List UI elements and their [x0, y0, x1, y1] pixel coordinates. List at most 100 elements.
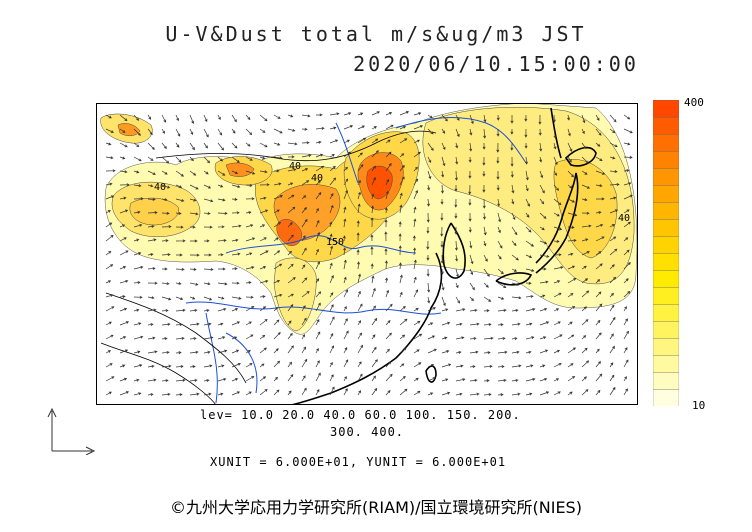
wind-vector [245, 170, 256, 175]
wind-vector [287, 277, 296, 284]
wind-vector [413, 307, 419, 312]
wind-vector [231, 296, 242, 300]
wind-vector [609, 362, 614, 368]
wind-vector [413, 125, 424, 130]
wind-vector [217, 253, 224, 257]
wind-vector [567, 156, 572, 163]
wind-vector [357, 125, 365, 130]
wind-vector [441, 114, 448, 122]
wind-vector [245, 197, 255, 201]
wind-vector [189, 378, 198, 382]
wind-vector [497, 308, 507, 312]
wind-vector [385, 139, 391, 144]
wind-vector [553, 128, 557, 139]
wind-vector [273, 209, 280, 214]
wind-vector [371, 138, 379, 144]
wind-vector [329, 221, 333, 228]
wind-vector [454, 198, 458, 208]
wind-vector [384, 207, 388, 214]
wind-vector [119, 364, 126, 368]
wind-vector [273, 128, 283, 134]
wind-vector [497, 296, 505, 300]
wind-vector [203, 364, 213, 368]
wind-vector [189, 350, 199, 354]
wind-vector [133, 170, 140, 174]
wind-vector [287, 345, 294, 354]
wind-vector [189, 253, 200, 257]
wind-vector [371, 126, 378, 130]
wind-vector [245, 252, 253, 256]
wind-vector [105, 306, 115, 312]
wind-vector [203, 392, 212, 396]
wind-vector [204, 253, 212, 257]
wind-vector [525, 170, 529, 181]
wind-vector [357, 320, 361, 326]
wind-vector [161, 142, 167, 149]
wind-vector [497, 350, 508, 354]
wind-vector [147, 392, 154, 396]
wind-vector [525, 322, 533, 326]
wind-vector [553, 280, 561, 284]
wind-vector [259, 114, 268, 122]
wind-vector [581, 224, 592, 228]
wind-vector [553, 334, 563, 340]
wind-vector [287, 114, 294, 118]
wind-vector [343, 289, 349, 298]
wind-vector [497, 240, 503, 249]
wind-vector [105, 391, 112, 396]
wind-vector [147, 336, 156, 340]
wind-vector [511, 282, 520, 286]
wind-vector [469, 308, 478, 312]
wind-vector [441, 142, 446, 151]
wind-vector [231, 349, 240, 354]
wind-vector [161, 322, 171, 326]
wind-vector [245, 266, 255, 270]
wind-vector [190, 239, 198, 243]
wind-vector [357, 303, 363, 312]
wind-vector [161, 296, 172, 301]
wind-vector [217, 349, 228, 354]
wind-vector [581, 211, 590, 215]
wind-vector [231, 128, 236, 134]
wind-vector [595, 128, 602, 136]
wind-vector [497, 282, 507, 288]
wind-vector [455, 322, 463, 326]
wind-vector [623, 291, 631, 298]
wind-vector [511, 337, 518, 341]
wind-vector [413, 166, 418, 172]
wind-vector [553, 349, 561, 354]
contour-levels-line1: lev= 10.0 20.0 40.0 60.0 100. 150. 200. [200, 408, 521, 422]
wind-vector [147, 197, 156, 201]
wind-vector [497, 198, 501, 207]
wind-vector [133, 114, 140, 121]
wind-vector [623, 169, 630, 173]
wind-vector [343, 151, 352, 158]
wind-vector [147, 184, 154, 188]
wind-vector [203, 170, 209, 175]
wind-vector [315, 372, 321, 382]
wind-vector [301, 358, 308, 368]
wind-vector [315, 278, 320, 284]
wind-vector [343, 305, 347, 312]
wind-vector [525, 294, 534, 298]
wind-vector [371, 375, 376, 382]
wind-vector [301, 218, 308, 228]
wind-vector [413, 151, 421, 158]
wind-vector [259, 266, 267, 270]
wind-vector [203, 296, 213, 301]
wind-vector [189, 212, 199, 216]
wind-vector [525, 212, 530, 218]
wind-vector [468, 170, 472, 179]
china-coast [290, 252, 443, 405]
taiwan [425, 365, 437, 383]
contour-label: 40 [618, 213, 630, 224]
wind-vector [413, 178, 419, 186]
wind-vector [553, 142, 557, 150]
wind-vector [413, 377, 419, 382]
wind-vector [609, 316, 616, 326]
wind-vector [147, 364, 155, 368]
wind-vector [119, 295, 126, 299]
wind-vector [399, 111, 410, 116]
wind-vector [175, 128, 181, 137]
wind-vector [119, 321, 130, 326]
